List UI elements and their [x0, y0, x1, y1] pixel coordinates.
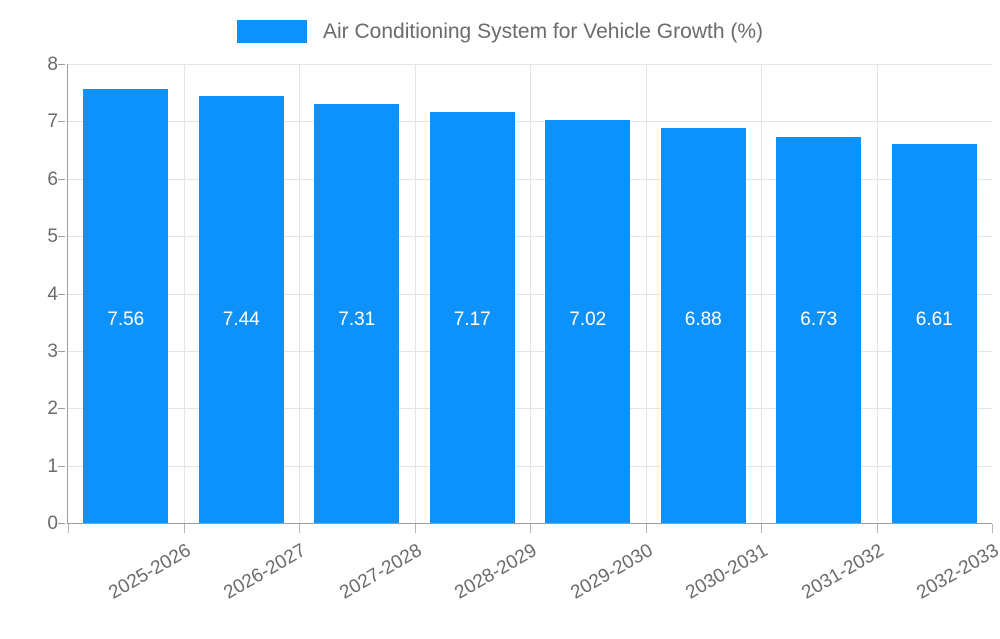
bar[interactable]: 6.61 — [891, 143, 977, 523]
x-gridline — [415, 64, 416, 523]
x-axis-tick-mark — [761, 524, 762, 533]
bar-value-label: 6.61 — [915, 309, 953, 330]
bar-value-label: 7.02 — [569, 309, 607, 330]
y-axis-tick-label: 6 — [47, 168, 58, 190]
x-gridline — [646, 64, 647, 523]
x-axis-line — [67, 523, 992, 524]
x-axis-tick-mark — [530, 524, 531, 533]
bar[interactable]: 7.17 — [429, 111, 515, 523]
chart-legend: Air Conditioning System for Vehicle Grow… — [0, 12, 1000, 50]
y-axis-tick-mark — [58, 465, 65, 467]
y-axis-tick-label: 7 — [47, 111, 58, 133]
y-axis-tick-mark — [58, 236, 65, 238]
y-axis-tick-mark — [58, 64, 65, 65]
x-axis-tick-mark — [877, 524, 878, 533]
y-axis-tick-mark — [58, 121, 65, 123]
bar-value-label: 7.56 — [107, 309, 145, 330]
x-axis-tick-mark — [992, 524, 993, 533]
y-axis-tick-label: 3 — [47, 340, 58, 362]
x-axis-tick-mark — [415, 524, 416, 533]
bar[interactable]: 6.88 — [660, 128, 746, 523]
x-gridline — [530, 64, 531, 523]
y-axis-tick-label: 8 — [47, 54, 58, 75]
x-gridline — [761, 64, 762, 523]
y-axis-tick-label: 4 — [47, 283, 58, 305]
y-axis-tick-mark — [58, 178, 65, 180]
y-axis-tick-label: 2 — [47, 398, 58, 420]
bar[interactable]: 7.02 — [545, 120, 631, 523]
x-gridline — [877, 64, 878, 523]
x-axis-tick-mark — [299, 524, 300, 533]
y-axis-tick-mark — [58, 408, 65, 410]
y-axis-tick-mark — [58, 350, 65, 352]
y-axis-line — [67, 64, 68, 524]
bar-value-label: 7.31 — [338, 309, 376, 330]
legend-label: Air Conditioning System for Vehicle Grow… — [322, 19, 763, 43]
x-axis-tick-mark — [68, 524, 69, 533]
x-axis-tick-mark — [184, 524, 185, 533]
bar-value-label: 7.44 — [222, 309, 260, 330]
y-axis-tick-mark — [58, 293, 65, 295]
bar-chart: Air Conditioning System for Vehicle Grow… — [0, 12, 1000, 604]
y-axis-tick-label: 1 — [47, 455, 58, 477]
y-axis-tick-label: 0 — [47, 513, 58, 534]
x-gridline — [299, 64, 300, 523]
bar-value-label: 6.88 — [684, 309, 722, 330]
plot-area: 7.56 7.44 7.31 7.17 7.02 6.88 6.73 6.61 — [67, 64, 992, 524]
bar-value-label: 6.73 — [800, 309, 838, 330]
x-axis-tick-mark — [646, 524, 647, 533]
bar[interactable]: 6.73 — [776, 136, 862, 523]
y-axis-tick-mark — [58, 523, 65, 524]
bar-value-label: 7.17 — [453, 309, 491, 330]
bar[interactable]: 7.44 — [198, 96, 284, 523]
x-gridline — [184, 64, 185, 523]
bar[interactable]: 7.56 — [83, 89, 169, 523]
legend-color-swatch-icon — [236, 19, 307, 43]
y-axis: 0 1 2 3 4 5 6 7 8 — [0, 55, 65, 533]
bar[interactable]: 7.31 — [314, 103, 400, 523]
legend-item-air-conditioning-system-for-vehicle-growth[interactable]: Air Conditioning System for Vehicle Grow… — [236, 19, 763, 43]
y-axis-tick-label: 5 — [47, 226, 58, 248]
